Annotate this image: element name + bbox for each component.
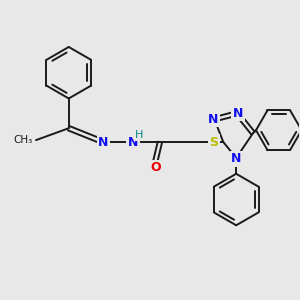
Text: N: N [208,113,219,126]
Text: CH₃: CH₃ [14,135,33,145]
Text: N: N [231,152,242,165]
Text: N: N [128,136,138,148]
Text: N: N [98,136,109,148]
Text: N: N [233,107,243,120]
Text: S: S [209,136,218,148]
Text: O: O [151,161,161,174]
Text: H: H [135,130,143,140]
